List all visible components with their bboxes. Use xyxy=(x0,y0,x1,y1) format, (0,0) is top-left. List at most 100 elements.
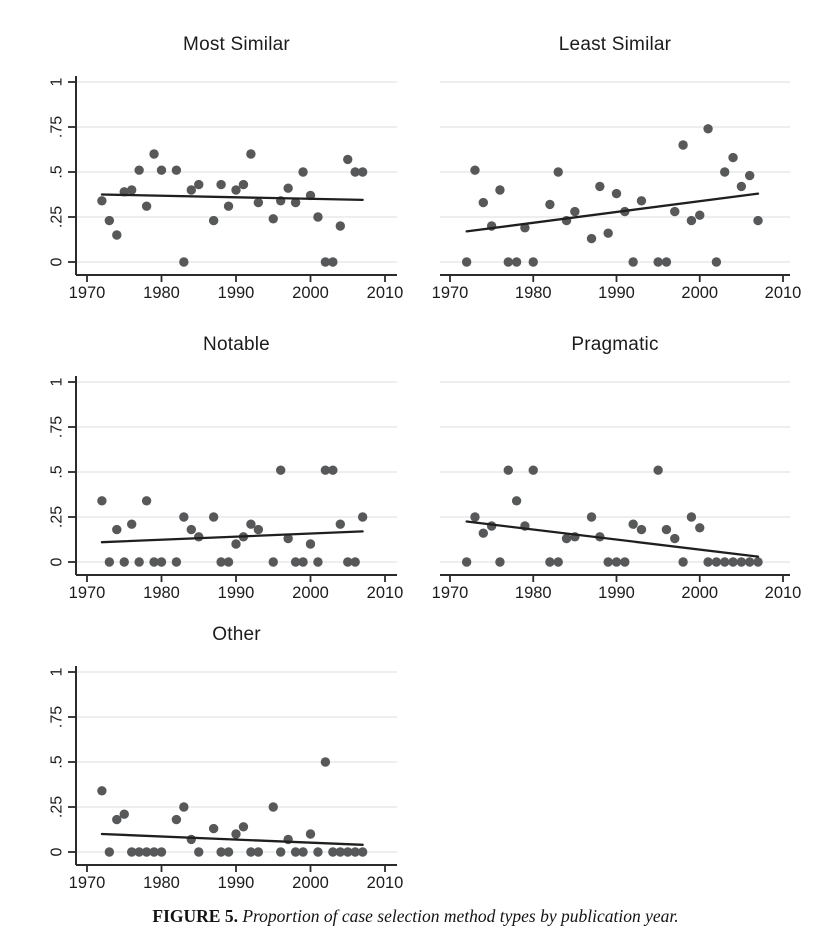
x-tick-label: 1990 xyxy=(598,284,635,302)
data-point xyxy=(636,196,647,206)
data-point xyxy=(171,165,182,175)
y-tick-label: .75 xyxy=(49,706,66,728)
data-point xyxy=(511,257,522,267)
data-point xyxy=(186,524,196,535)
data-point xyxy=(620,557,630,567)
y-tick-label: .25 xyxy=(49,206,66,228)
data-point xyxy=(149,847,159,857)
data-point xyxy=(711,257,722,267)
data-point xyxy=(268,214,278,224)
x-tick-label: 1990 xyxy=(218,284,255,302)
data-point xyxy=(728,152,738,163)
x-tick-label: 2000 xyxy=(292,284,329,302)
x-tick-label: 1990 xyxy=(218,584,255,602)
data-point xyxy=(653,257,663,267)
data-point xyxy=(127,847,137,857)
y-tick-label: .75 xyxy=(49,116,66,138)
data-point xyxy=(328,465,338,475)
panel-title-notable: Notable xyxy=(203,334,270,355)
trend-line xyxy=(100,832,364,846)
data-point xyxy=(127,185,137,195)
data-point xyxy=(545,199,555,210)
data-point xyxy=(350,557,360,567)
data-point xyxy=(97,196,107,206)
data-point xyxy=(104,557,115,567)
data-point xyxy=(343,557,353,567)
data-point xyxy=(670,533,680,544)
data-point xyxy=(328,257,338,267)
data-point xyxy=(231,539,241,549)
data-point xyxy=(503,257,513,267)
data-point xyxy=(186,834,196,845)
trend-line xyxy=(100,193,364,202)
data-point xyxy=(470,512,480,522)
data-point xyxy=(194,532,204,542)
data-point xyxy=(553,167,563,177)
panel-title-other: Other xyxy=(212,624,261,645)
data-point xyxy=(298,847,308,857)
data-point xyxy=(686,512,697,522)
y-tick-label: 1 xyxy=(49,667,66,676)
data-point xyxy=(246,847,256,857)
data-point xyxy=(603,228,613,238)
y-tick-label: 1 xyxy=(49,377,66,386)
x-tick-label: 2010 xyxy=(367,584,404,602)
panel-most-similar: Most Similar 0 .25 .5 .75 1 1970 1980 1990 2000 2… xyxy=(0,20,415,320)
x-tick-label: 1980 xyxy=(515,584,552,602)
data-point xyxy=(246,149,256,159)
data-point xyxy=(112,524,122,535)
data-point xyxy=(141,496,152,506)
figure-caption: FIGURE 5. Proportion of case selection m… xyxy=(0,906,831,927)
data-point xyxy=(276,465,286,475)
panel-title-most-similar: Most Similar xyxy=(183,34,290,55)
data-point xyxy=(179,802,189,812)
y-tick-label: .5 xyxy=(49,165,66,178)
data-point xyxy=(611,188,622,199)
x-tick-label: 2000 xyxy=(292,874,329,892)
data-point xyxy=(628,519,638,529)
data-point xyxy=(495,557,505,567)
data-point xyxy=(171,814,182,825)
data-point xyxy=(149,149,159,159)
x-tick-label: 2010 xyxy=(765,284,802,302)
data-point xyxy=(703,557,713,567)
data-point xyxy=(753,215,763,226)
scatter-plot-most-similar: 0 .25 .5 .75 1 1970 1980 1990 2000 2010 xyxy=(49,76,403,302)
data-point xyxy=(208,823,219,834)
data-point xyxy=(561,533,572,544)
data-point xyxy=(686,215,697,226)
data-point xyxy=(328,847,338,857)
data-point xyxy=(528,257,538,267)
data-point xyxy=(97,786,107,796)
panel-least-similar: Least Similar 1970 1980 1990 2000 2010 xyxy=(415,20,830,320)
data-point xyxy=(470,165,480,175)
data-point xyxy=(595,181,605,192)
data-point xyxy=(357,512,368,522)
y-tick-label: .5 xyxy=(49,465,66,478)
x-tick-label: 1980 xyxy=(143,284,180,302)
data-point xyxy=(520,223,530,233)
data-point xyxy=(661,524,672,535)
x-tick-label: 1970 xyxy=(432,584,469,602)
x-tick-label: 1970 xyxy=(69,284,106,302)
y-tick-label: .75 xyxy=(49,416,66,438)
x-tick-label: 2000 xyxy=(681,284,718,302)
data-point xyxy=(503,465,513,475)
data-point xyxy=(603,557,613,567)
x-tick-label: 1970 xyxy=(69,874,106,892)
data-point xyxy=(104,215,115,226)
data-point xyxy=(478,197,488,208)
data-point xyxy=(678,557,688,567)
data-point xyxy=(298,557,308,567)
x-tick-label: 1990 xyxy=(598,584,635,602)
x-tick-label: 1990 xyxy=(218,874,255,892)
data-point xyxy=(728,557,738,567)
figure-caption-label: FIGURE 5. xyxy=(152,906,238,926)
data-point xyxy=(253,847,264,857)
data-point xyxy=(238,822,249,832)
data-point xyxy=(695,210,705,220)
scatter-plot-pragmatic: 1970 1980 1990 2000 2010 xyxy=(432,381,801,602)
data-point xyxy=(223,847,234,857)
x-tick-label: 2000 xyxy=(292,584,329,602)
data-point xyxy=(661,257,672,267)
